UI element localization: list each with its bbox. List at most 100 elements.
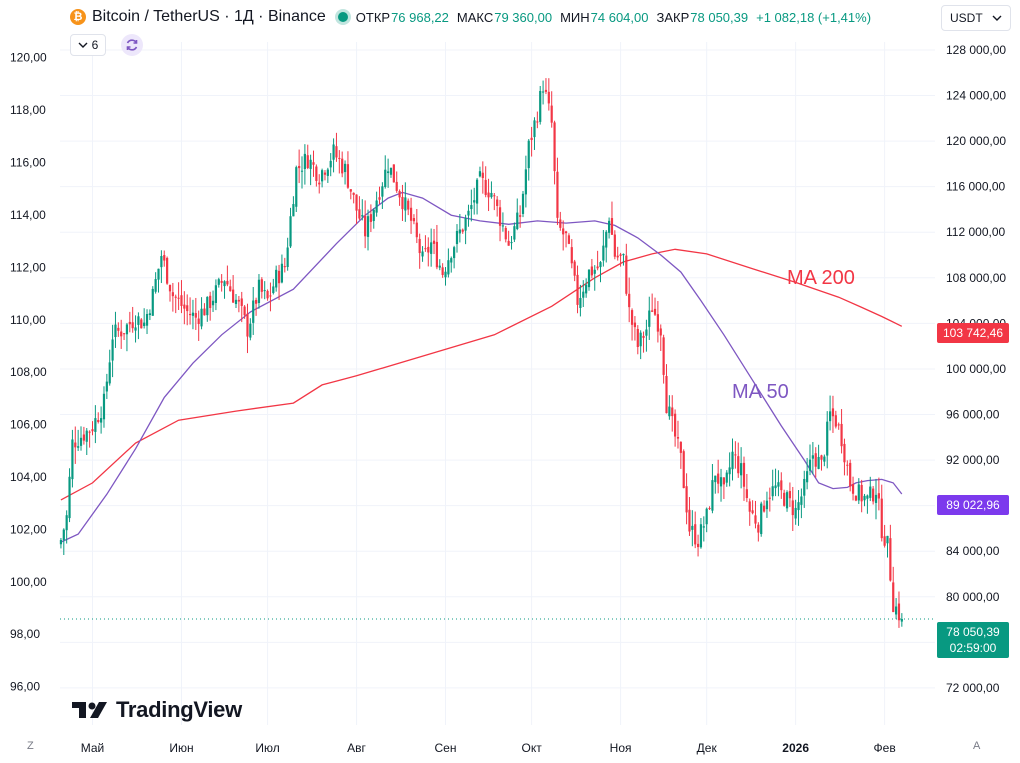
indicators-toggle-button[interactable]: 6 (70, 34, 106, 56)
candle-body (521, 193, 525, 214)
candle-body (387, 171, 390, 174)
tradingview-logo[interactable]: TradingView (72, 697, 242, 723)
candle-body (427, 246, 430, 253)
candle-body (533, 120, 536, 138)
candle-body (303, 153, 306, 170)
candle-body (854, 495, 858, 501)
refresh-button[interactable] (121, 34, 143, 56)
candle-body (498, 207, 502, 226)
candle-body (803, 478, 806, 496)
candle-body (559, 219, 562, 228)
candle-body (349, 189, 352, 192)
candle-body (573, 261, 576, 276)
candle-body (699, 524, 703, 548)
candle-body (883, 536, 886, 546)
candle-body (481, 172, 484, 178)
zoom-button[interactable]: Z (27, 740, 34, 752)
currency-select[interactable]: USDT (941, 5, 1011, 31)
refresh-icon (126, 39, 138, 51)
candle-body (180, 295, 183, 307)
candle-body (260, 279, 263, 292)
candle-body (111, 339, 114, 361)
candle-body (280, 263, 284, 283)
candle-body (125, 324, 129, 335)
candle-body (608, 220, 611, 233)
candle-body (622, 253, 625, 256)
candle-body (168, 284, 172, 292)
candle-body (567, 235, 571, 244)
candle-body (467, 210, 470, 216)
candle-body (843, 443, 846, 463)
candle-body (197, 318, 200, 325)
candle-body (71, 439, 74, 480)
candle-body (745, 489, 748, 499)
symbol-title[interactable]: Bitcoin / TetherUS · 1Д · Binance (92, 8, 326, 25)
candle-body (438, 265, 441, 268)
candle-body (188, 313, 192, 316)
candle-body (143, 322, 146, 327)
left-axis-tick-label: 96,00 (10, 680, 40, 694)
candle-body (633, 322, 637, 328)
candle-body (602, 245, 605, 261)
candle-body (547, 91, 550, 104)
candle-body (372, 209, 375, 222)
candle-body (263, 290, 266, 292)
left-axis-tick-label: 110,00 (10, 313, 46, 327)
candle-body (300, 170, 304, 172)
candle-body (630, 310, 634, 325)
candle-body (424, 248, 427, 250)
candle-body (765, 500, 769, 510)
time-axis-label: Фев (874, 741, 896, 755)
candle-body (131, 322, 134, 329)
right-axis: 128 000,00 124 000,00 120 000,00 116 000,00… (946, 43, 1006, 695)
candle-body (590, 266, 593, 276)
candle-body (100, 418, 103, 423)
candle-body (191, 312, 195, 316)
candle-body (834, 415, 837, 427)
candle-body (831, 408, 835, 417)
candle-body (286, 247, 289, 268)
auto-scale-button[interactable]: A (973, 740, 981, 752)
candle-body (817, 456, 820, 469)
chevron-down-icon (78, 42, 88, 48)
right-axis-tick-label: 128 000,00 (946, 43, 1006, 57)
candle-body (892, 582, 895, 613)
bitcoin-icon: ₿ (70, 9, 86, 25)
candle-body (785, 492, 789, 509)
time-axis-label: Авг (347, 741, 366, 755)
ma200-layer (60, 248, 903, 501)
candle-body (461, 229, 464, 232)
right-axis-tick-label: 112 000,00 (946, 225, 1005, 239)
right-axis-tick-label: 84 000,00 (946, 544, 1000, 558)
candle-body (605, 231, 608, 248)
candle-body (277, 270, 281, 284)
candle-body (619, 254, 622, 256)
candle-body (576, 274, 579, 305)
candle-body (412, 218, 416, 222)
candle-body (120, 331, 123, 337)
right-axis-tick-label: 100 000,00 (946, 362, 1006, 376)
left-axis-tick-label: 104,00 (10, 470, 47, 484)
time-axis: Май Июн Июл Авг Сен Окт Ноя Дек 2026 Фев (81, 741, 896, 755)
candle-body (711, 480, 714, 511)
candle-body (519, 215, 522, 217)
candle-body (145, 314, 149, 326)
candle-body (668, 406, 671, 417)
candle-body (292, 204, 295, 217)
candle-body (496, 199, 499, 206)
candle-body (128, 321, 131, 325)
candle-body (470, 205, 473, 210)
candle-body (728, 467, 731, 475)
candle-body (771, 486, 774, 497)
candle-body (651, 310, 654, 312)
time-axis-label: Окт (522, 741, 543, 755)
candle-body (369, 214, 372, 222)
candle-body (826, 421, 829, 456)
candle-body (823, 456, 826, 462)
candle-body (94, 418, 97, 432)
candle-body (475, 179, 479, 204)
candle-body (166, 257, 169, 284)
candle-body (232, 289, 235, 303)
